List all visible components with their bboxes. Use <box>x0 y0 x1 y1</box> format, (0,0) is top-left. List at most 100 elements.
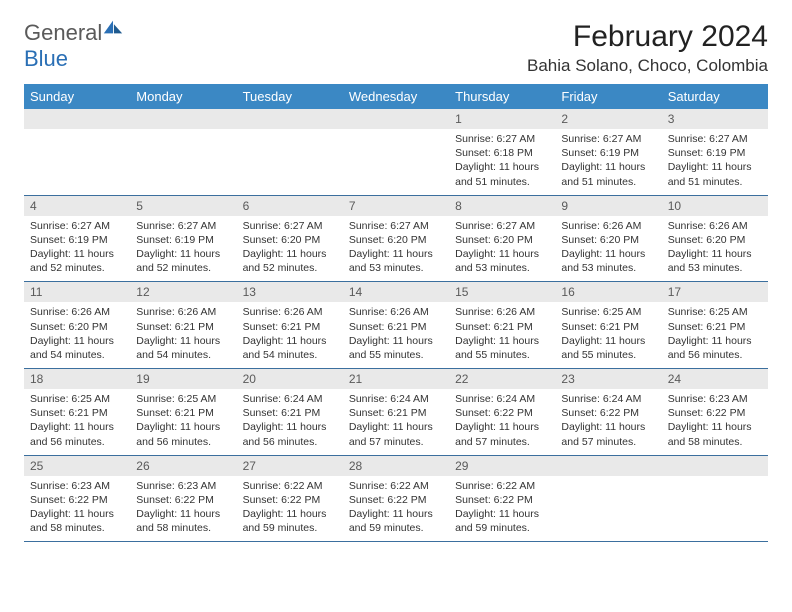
day-cell: 22Sunrise: 6:24 AMSunset: 6:22 PMDayligh… <box>449 369 555 455</box>
day-cell: 6Sunrise: 6:27 AMSunset: 6:20 PMDaylight… <box>237 196 343 282</box>
day-cell: 8Sunrise: 6:27 AMSunset: 6:20 PMDaylight… <box>449 196 555 282</box>
day-number: 7 <box>343 196 449 216</box>
day-number: 23 <box>555 369 661 389</box>
day-info: Sunrise: 6:26 AMSunset: 6:20 PMDaylight:… <box>662 216 768 282</box>
day-info: Sunrise: 6:24 AMSunset: 6:22 PMDaylight:… <box>449 389 555 455</box>
day-header: Saturday <box>662 84 768 109</box>
day-cell: 23Sunrise: 6:24 AMSunset: 6:22 PMDayligh… <box>555 369 661 455</box>
title-block: February 2024 Bahia Solano, Choco, Colom… <box>527 20 768 76</box>
day-info: Sunrise: 6:27 AMSunset: 6:20 PMDaylight:… <box>343 216 449 282</box>
day-number: 14 <box>343 282 449 302</box>
empty-day-number <box>555 456 661 476</box>
day-number: 20 <box>237 369 343 389</box>
day-header: Wednesday <box>343 84 449 109</box>
day-cell: 11Sunrise: 6:26 AMSunset: 6:20 PMDayligh… <box>24 282 130 368</box>
day-cell: 7Sunrise: 6:27 AMSunset: 6:20 PMDaylight… <box>343 196 449 282</box>
day-number: 8 <box>449 196 555 216</box>
empty-day-number <box>24 109 130 129</box>
day-info: Sunrise: 6:27 AMSunset: 6:20 PMDaylight:… <box>237 216 343 282</box>
day-info: Sunrise: 6:24 AMSunset: 6:22 PMDaylight:… <box>555 389 661 455</box>
day-number: 22 <box>449 369 555 389</box>
day-info: Sunrise: 6:27 AMSunset: 6:19 PMDaylight:… <box>130 216 236 282</box>
empty-day-number <box>662 456 768 476</box>
day-info: Sunrise: 6:25 AMSunset: 6:21 PMDaylight:… <box>130 389 236 455</box>
day-header: Monday <box>130 84 236 109</box>
day-cell: 15Sunrise: 6:26 AMSunset: 6:21 PMDayligh… <box>449 282 555 368</box>
day-info: Sunrise: 6:24 AMSunset: 6:21 PMDaylight:… <box>237 389 343 455</box>
day-cell: 25Sunrise: 6:23 AMSunset: 6:22 PMDayligh… <box>24 456 130 542</box>
day-cell: 12Sunrise: 6:26 AMSunset: 6:21 PMDayligh… <box>130 282 236 368</box>
day-number: 11 <box>24 282 130 302</box>
day-info: Sunrise: 6:22 AMSunset: 6:22 PMDaylight:… <box>449 476 555 542</box>
day-number: 21 <box>343 369 449 389</box>
week-row: 11Sunrise: 6:26 AMSunset: 6:20 PMDayligh… <box>24 282 768 369</box>
day-cell: 5Sunrise: 6:27 AMSunset: 6:19 PMDaylight… <box>130 196 236 282</box>
day-info: Sunrise: 6:26 AMSunset: 6:21 PMDaylight:… <box>237 302 343 368</box>
day-header: Friday <box>555 84 661 109</box>
day-info: Sunrise: 6:26 AMSunset: 6:20 PMDaylight:… <box>555 216 661 282</box>
location-text: Bahia Solano, Choco, Colombia <box>527 56 768 76</box>
day-cell <box>130 109 236 195</box>
day-info: Sunrise: 6:27 AMSunset: 6:19 PMDaylight:… <box>662 129 768 195</box>
day-cell: 2Sunrise: 6:27 AMSunset: 6:19 PMDaylight… <box>555 109 661 195</box>
day-info: Sunrise: 6:23 AMSunset: 6:22 PMDaylight:… <box>24 476 130 542</box>
day-number: 19 <box>130 369 236 389</box>
calendar: SundayMondayTuesdayWednesdayThursdayFrid… <box>24 84 768 542</box>
day-cell: 17Sunrise: 6:25 AMSunset: 6:21 PMDayligh… <box>662 282 768 368</box>
day-header: Sunday <box>24 84 130 109</box>
week-row: 18Sunrise: 6:25 AMSunset: 6:21 PMDayligh… <box>24 369 768 456</box>
day-cell <box>662 456 768 542</box>
day-cell: 4Sunrise: 6:27 AMSunset: 6:19 PMDaylight… <box>24 196 130 282</box>
day-cell: 18Sunrise: 6:25 AMSunset: 6:21 PMDayligh… <box>24 369 130 455</box>
day-info: Sunrise: 6:23 AMSunset: 6:22 PMDaylight:… <box>662 389 768 455</box>
logo-text-blue: Blue <box>24 46 68 71</box>
day-cell: 27Sunrise: 6:22 AMSunset: 6:22 PMDayligh… <box>237 456 343 542</box>
header: General Blue February 2024 Bahia Solano,… <box>24 20 768 76</box>
week-row: 25Sunrise: 6:23 AMSunset: 6:22 PMDayligh… <box>24 456 768 543</box>
day-info: Sunrise: 6:27 AMSunset: 6:19 PMDaylight:… <box>555 129 661 195</box>
empty-day-number <box>343 109 449 129</box>
day-number: 3 <box>662 109 768 129</box>
day-cell: 20Sunrise: 6:24 AMSunset: 6:21 PMDayligh… <box>237 369 343 455</box>
day-header-row: SundayMondayTuesdayWednesdayThursdayFrid… <box>24 84 768 109</box>
day-cell: 19Sunrise: 6:25 AMSunset: 6:21 PMDayligh… <box>130 369 236 455</box>
day-header: Tuesday <box>237 84 343 109</box>
week-row: 4Sunrise: 6:27 AMSunset: 6:19 PMDaylight… <box>24 196 768 283</box>
day-cell: 29Sunrise: 6:22 AMSunset: 6:22 PMDayligh… <box>449 456 555 542</box>
day-info: Sunrise: 6:22 AMSunset: 6:22 PMDaylight:… <box>343 476 449 542</box>
day-info: Sunrise: 6:25 AMSunset: 6:21 PMDaylight:… <box>662 302 768 368</box>
day-info: Sunrise: 6:25 AMSunset: 6:21 PMDaylight:… <box>555 302 661 368</box>
day-number: 29 <box>449 456 555 476</box>
day-number: 4 <box>24 196 130 216</box>
day-number: 27 <box>237 456 343 476</box>
day-info: Sunrise: 6:23 AMSunset: 6:22 PMDaylight:… <box>130 476 236 542</box>
day-cell <box>343 109 449 195</box>
day-info: Sunrise: 6:27 AMSunset: 6:18 PMDaylight:… <box>449 129 555 195</box>
day-cell: 10Sunrise: 6:26 AMSunset: 6:20 PMDayligh… <box>662 196 768 282</box>
day-cell: 3Sunrise: 6:27 AMSunset: 6:19 PMDaylight… <box>662 109 768 195</box>
day-number: 1 <box>449 109 555 129</box>
weeks-container: 1Sunrise: 6:27 AMSunset: 6:18 PMDaylight… <box>24 109 768 542</box>
day-info: Sunrise: 6:27 AMSunset: 6:19 PMDaylight:… <box>24 216 130 282</box>
empty-day-number <box>237 109 343 129</box>
day-cell: 24Sunrise: 6:23 AMSunset: 6:22 PMDayligh… <box>662 369 768 455</box>
day-info: Sunrise: 6:24 AMSunset: 6:21 PMDaylight:… <box>343 389 449 455</box>
month-title: February 2024 <box>527 20 768 54</box>
logo-text-block: General Blue <box>24 20 124 72</box>
day-cell: 26Sunrise: 6:23 AMSunset: 6:22 PMDayligh… <box>130 456 236 542</box>
day-info: Sunrise: 6:26 AMSunset: 6:21 PMDaylight:… <box>130 302 236 368</box>
day-number: 16 <box>555 282 661 302</box>
day-cell: 16Sunrise: 6:25 AMSunset: 6:21 PMDayligh… <box>555 282 661 368</box>
day-number: 9 <box>555 196 661 216</box>
logo-text-general: General <box>24 20 102 45</box>
day-number: 15 <box>449 282 555 302</box>
logo: General Blue <box>24 20 124 72</box>
day-info: Sunrise: 6:26 AMSunset: 6:20 PMDaylight:… <box>24 302 130 368</box>
week-row: 1Sunrise: 6:27 AMSunset: 6:18 PMDaylight… <box>24 109 768 196</box>
day-cell <box>24 109 130 195</box>
day-number: 18 <box>24 369 130 389</box>
day-header: Thursday <box>449 84 555 109</box>
sail-icon <box>102 18 124 36</box>
day-number: 5 <box>130 196 236 216</box>
day-cell: 28Sunrise: 6:22 AMSunset: 6:22 PMDayligh… <box>343 456 449 542</box>
